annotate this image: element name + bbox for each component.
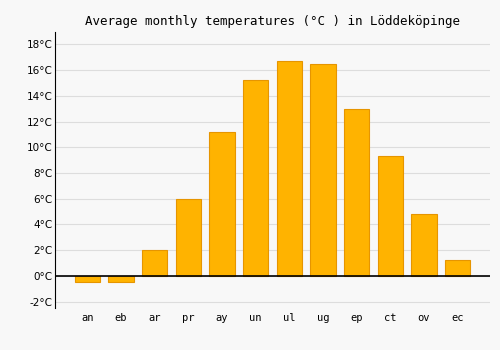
Bar [378,156,403,276]
Bar [344,108,370,276]
Bar [276,61,302,276]
Bar [176,199,201,276]
Bar [243,80,268,276]
Bar [108,276,134,282]
Bar [75,276,100,282]
Bar [310,64,336,276]
Bar [210,132,234,276]
Title: Average monthly temperatures (°C ) in Löddeköpinge: Average monthly temperatures (°C ) in Lö… [85,15,460,28]
Bar [142,250,168,276]
Bar [412,214,436,276]
Bar [445,260,470,276]
